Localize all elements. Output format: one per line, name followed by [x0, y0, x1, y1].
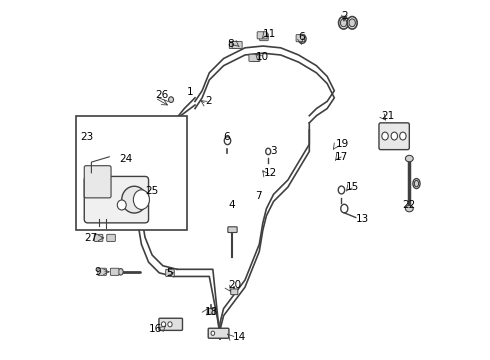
FancyBboxPatch shape — [228, 227, 237, 233]
FancyBboxPatch shape — [296, 35, 305, 42]
Text: 2: 2 — [206, 96, 212, 107]
FancyBboxPatch shape — [94, 234, 103, 242]
Ellipse shape — [382, 132, 388, 140]
Text: 16: 16 — [149, 324, 162, 334]
FancyBboxPatch shape — [166, 269, 174, 276]
FancyBboxPatch shape — [159, 318, 182, 330]
Text: 10: 10 — [256, 52, 269, 62]
FancyBboxPatch shape — [229, 41, 238, 49]
Text: 27: 27 — [84, 233, 98, 243]
Ellipse shape — [224, 137, 231, 145]
Ellipse shape — [298, 35, 306, 43]
Ellipse shape — [117, 200, 126, 210]
Ellipse shape — [169, 97, 173, 103]
Text: 25: 25 — [145, 186, 158, 196]
Ellipse shape — [347, 17, 357, 29]
Text: 26: 26 — [155, 90, 168, 100]
Ellipse shape — [341, 19, 347, 27]
Ellipse shape — [405, 156, 413, 162]
Ellipse shape — [133, 190, 149, 210]
Ellipse shape — [168, 322, 172, 327]
FancyBboxPatch shape — [207, 309, 215, 314]
FancyBboxPatch shape — [107, 234, 115, 242]
Text: 6: 6 — [223, 132, 230, 142]
FancyBboxPatch shape — [208, 328, 229, 338]
Text: 3: 3 — [270, 147, 277, 157]
Text: 4: 4 — [229, 200, 236, 210]
FancyBboxPatch shape — [231, 289, 238, 295]
Text: 23: 23 — [81, 132, 94, 142]
Text: 22: 22 — [402, 200, 416, 210]
FancyBboxPatch shape — [110, 268, 119, 275]
Ellipse shape — [405, 205, 413, 212]
Ellipse shape — [415, 180, 418, 187]
Text: 7: 7 — [255, 191, 262, 201]
FancyBboxPatch shape — [232, 41, 242, 49]
Ellipse shape — [400, 132, 406, 140]
Text: 12: 12 — [264, 168, 277, 178]
Text: 2: 2 — [342, 11, 348, 21]
Text: 15: 15 — [346, 182, 359, 192]
Text: 14: 14 — [232, 332, 246, 342]
FancyBboxPatch shape — [260, 33, 268, 41]
FancyBboxPatch shape — [251, 54, 260, 62]
Ellipse shape — [413, 179, 420, 189]
Ellipse shape — [211, 331, 215, 336]
Bar — [76, 116, 187, 230]
Text: 8: 8 — [227, 39, 234, 49]
Ellipse shape — [339, 17, 348, 29]
Ellipse shape — [341, 204, 348, 213]
Ellipse shape — [122, 186, 147, 213]
Text: 1: 1 — [187, 87, 193, 98]
Text: 13: 13 — [356, 214, 369, 224]
FancyBboxPatch shape — [257, 32, 267, 39]
Ellipse shape — [349, 19, 355, 27]
Text: 6: 6 — [298, 32, 305, 42]
FancyBboxPatch shape — [84, 176, 148, 223]
Ellipse shape — [300, 36, 304, 41]
Ellipse shape — [161, 322, 166, 327]
FancyBboxPatch shape — [249, 54, 259, 62]
FancyBboxPatch shape — [84, 166, 111, 198]
Text: 5: 5 — [167, 268, 173, 278]
Ellipse shape — [118, 269, 123, 275]
FancyBboxPatch shape — [379, 123, 409, 150]
FancyBboxPatch shape — [98, 268, 106, 275]
Text: 17: 17 — [335, 152, 348, 162]
Text: 19: 19 — [336, 139, 349, 149]
Text: 18: 18 — [205, 307, 218, 317]
Text: 20: 20 — [228, 280, 241, 291]
Ellipse shape — [338, 186, 344, 194]
Text: 11: 11 — [263, 28, 276, 39]
Text: 9: 9 — [95, 267, 101, 277]
Ellipse shape — [266, 148, 270, 155]
Text: 24: 24 — [119, 154, 132, 163]
Ellipse shape — [391, 132, 397, 140]
Text: 21: 21 — [381, 111, 395, 121]
